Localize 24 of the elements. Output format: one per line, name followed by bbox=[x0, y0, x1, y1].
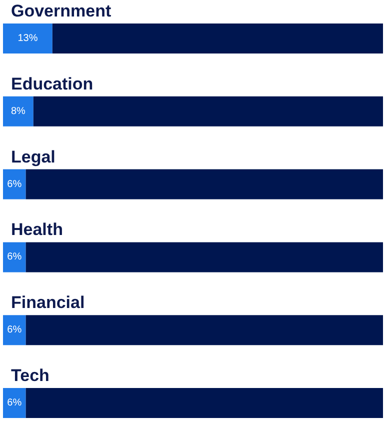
bar bbox=[3, 24, 52, 54]
bar bbox=[3, 96, 34, 126]
y-tick-label: Legal bbox=[11, 147, 56, 166]
bar bbox=[3, 315, 26, 346]
bar bbox=[3, 169, 26, 200]
data-label: 13% bbox=[18, 33, 38, 44]
bar bbox=[52, 24, 383, 54]
bar bbox=[3, 242, 26, 272]
data-label: 6% bbox=[7, 324, 22, 336]
y-tick-label: Education bbox=[11, 74, 94, 94]
data-label: 6% bbox=[7, 252, 22, 263]
data-label: 6% bbox=[7, 398, 22, 408]
bar bbox=[26, 169, 383, 200]
y-tick-label: Financial bbox=[11, 293, 85, 312]
data-label: 8% bbox=[10, 106, 26, 117]
y-tick-label: Government bbox=[11, 2, 112, 20]
bar bbox=[33, 96, 383, 126]
bar bbox=[3, 388, 26, 418]
y-tick-label: Health bbox=[11, 220, 63, 240]
bar bbox=[26, 242, 383, 272]
bar bbox=[26, 388, 383, 418]
y-tick-label: Tech bbox=[11, 366, 50, 385]
data-label: 6% bbox=[7, 178, 22, 190]
bar bbox=[26, 315, 383, 346]
